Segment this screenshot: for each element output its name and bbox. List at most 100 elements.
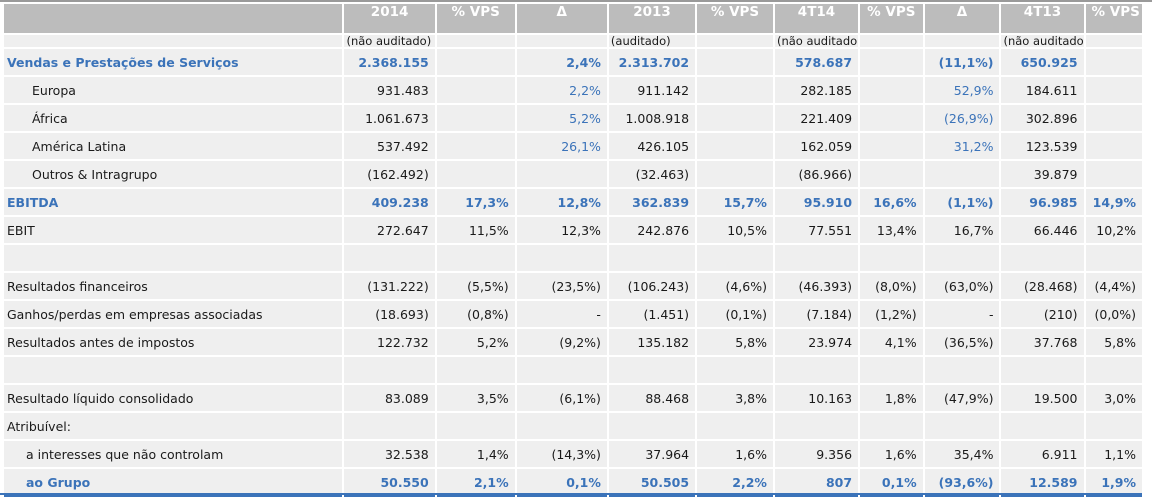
cell-4t14 [774, 413, 859, 439]
cell-2013: 50.505 [608, 469, 696, 497]
cell-delta-quarter: (36,5%) [924, 329, 1000, 355]
cell-4t13: 650.925 [1001, 49, 1084, 75]
column-header-delta-year: Δ [516, 4, 607, 33]
cell-4t13: 39.879 [1001, 161, 1084, 187]
cell-4t14: 77.551 [774, 217, 859, 243]
audit-note-2013: (auditado) [608, 35, 696, 47]
row-label: ao Grupo [4, 469, 343, 497]
cell-vps-4t13 [1085, 77, 1142, 103]
row-label: Outros & Intragrupo [4, 161, 343, 187]
cell-vps-2014 [436, 49, 515, 75]
cell-2014: 32.538 [344, 441, 435, 467]
cell-vps-2014 [436, 413, 515, 439]
row-label: Vendas e Prestações de Serviços [4, 49, 343, 75]
cell-4t13 [1001, 245, 1084, 271]
cell-vps-4t13: 3,0% [1085, 385, 1142, 411]
cell-delta-year [516, 413, 607, 439]
cell-delta-year: - [516, 301, 607, 327]
cell-vps-2014: 17,3% [436, 189, 515, 215]
cell-vps-2014: 1,4% [436, 441, 515, 467]
column-header-4t13: 4T13 [1001, 4, 1084, 33]
cell-vps-4t14: 13,4% [860, 217, 923, 243]
table-row: América Latina 537.492 26,1% 426.105 162.059… [4, 133, 1142, 159]
cell-2014: 272.647 [344, 217, 435, 243]
row-label: Atribuível: [4, 413, 343, 439]
cell-vps-4t14: 1,6% [860, 441, 923, 467]
table-row: Outros & Intragrupo (162.492) (32.463) (86.… [4, 161, 1142, 187]
cell-4t13: (28.468) [1001, 273, 1084, 299]
cell-delta-quarter [924, 413, 1000, 439]
cell-delta-quarter: (1,1%) [924, 189, 1000, 215]
cell-vps-2013: 10,5% [697, 217, 773, 243]
cell-4t14: (86.966) [774, 161, 859, 187]
cell-vps-4t13: (0,0%) [1085, 301, 1142, 327]
audit-note-vps-4t14 [860, 35, 923, 47]
cell-4t14: 23.974 [774, 329, 859, 355]
cell-vps-4t14 [860, 77, 923, 103]
row-label: Resultados financeiros [4, 273, 343, 299]
cell-vps-2013 [697, 161, 773, 187]
audit-note-4t13: (não auditado) [1001, 35, 1084, 47]
table-row: Ganhos/perdas em empresas associadas (18.… [4, 301, 1142, 327]
column-header-vps-4t14: % VPS [860, 4, 923, 33]
cell-2014: 409.238 [344, 189, 435, 215]
header-row: 2014% VPS Δ 2013% VPS 4T14% VPS Δ 4T13% VPS [4, 4, 1142, 33]
cell-vps-2014 [436, 357, 515, 383]
cell-delta-quarter: 16,7% [924, 217, 1000, 243]
cell-vps-2013: (0,1%) [697, 301, 773, 327]
cell-2014: (18.693) [344, 301, 435, 327]
cell-vps-4t14 [860, 357, 923, 383]
cell-4t13 [1001, 357, 1084, 383]
cell-4t13: 12.589 [1001, 469, 1084, 497]
cell-vps-4t14 [860, 133, 923, 159]
cell-4t14: 221.409 [774, 105, 859, 131]
cell-vps-2013 [697, 413, 773, 439]
cell-2014: (131.222) [344, 273, 435, 299]
cell-vps-2014: (5,5%) [436, 273, 515, 299]
cell-vps-2013: 2,2% [697, 469, 773, 497]
cell-2013: 362.839 [608, 189, 696, 215]
cell-2013: 242.876 [608, 217, 696, 243]
row-label: América Latina [4, 133, 343, 159]
cell-2013: 2.313.702 [608, 49, 696, 75]
row-label: Ganhos/perdas em empresas associadas [4, 301, 343, 327]
cell-2013: (106.243) [608, 273, 696, 299]
cell-vps-2014 [436, 161, 515, 187]
header-label-cell [4, 4, 343, 33]
table-row: Vendas e Prestações de Serviços 2.368.155… [4, 49, 1142, 75]
cell-delta-quarter: 35,4% [924, 441, 1000, 467]
cell-2013: 135.182 [608, 329, 696, 355]
cell-delta-year: 26,1% [516, 133, 607, 159]
cell-delta-quarter: (63,0%) [924, 273, 1000, 299]
cell-2014: 1.061.673 [344, 105, 435, 131]
row-label: Resultados antes de impostos [4, 329, 343, 355]
cell-4t14 [774, 245, 859, 271]
table-row: a interesses que não controlam 32.538 1,4%… [4, 441, 1142, 467]
cell-4t13: 96.985 [1001, 189, 1084, 215]
table-row [4, 245, 1142, 271]
cell-delta-year: 0,1% [516, 469, 607, 497]
cell-vps-2013 [697, 49, 773, 75]
cell-vps-2013: 3,8% [697, 385, 773, 411]
cell-4t14: 95.910 [774, 189, 859, 215]
cell-2013 [608, 357, 696, 383]
table-row [4, 357, 1142, 383]
cell-vps-2014 [436, 105, 515, 131]
cell-vps-4t14 [860, 413, 923, 439]
row-label [4, 357, 343, 383]
column-header-4t14: 4T14 [774, 4, 859, 33]
cell-4t13: 123.539 [1001, 133, 1084, 159]
row-label: EBIT [4, 217, 343, 243]
cell-2013 [608, 245, 696, 271]
cell-vps-2013 [697, 245, 773, 271]
cell-4t14: 578.687 [774, 49, 859, 75]
cell-delta-quarter: 31,2% [924, 133, 1000, 159]
column-header-vps-4t13: % VPS [1085, 4, 1142, 33]
cell-2014: 122.732 [344, 329, 435, 355]
audit-note-label-cell [4, 35, 343, 47]
column-header-vps-2013: % VPS [697, 4, 773, 33]
table-row: EBITDA 409.238 17,3% 12,8% 362.839 15,7% 95.91… [4, 189, 1142, 215]
cell-2014: 537.492 [344, 133, 435, 159]
cell-2013: 911.142 [608, 77, 696, 103]
